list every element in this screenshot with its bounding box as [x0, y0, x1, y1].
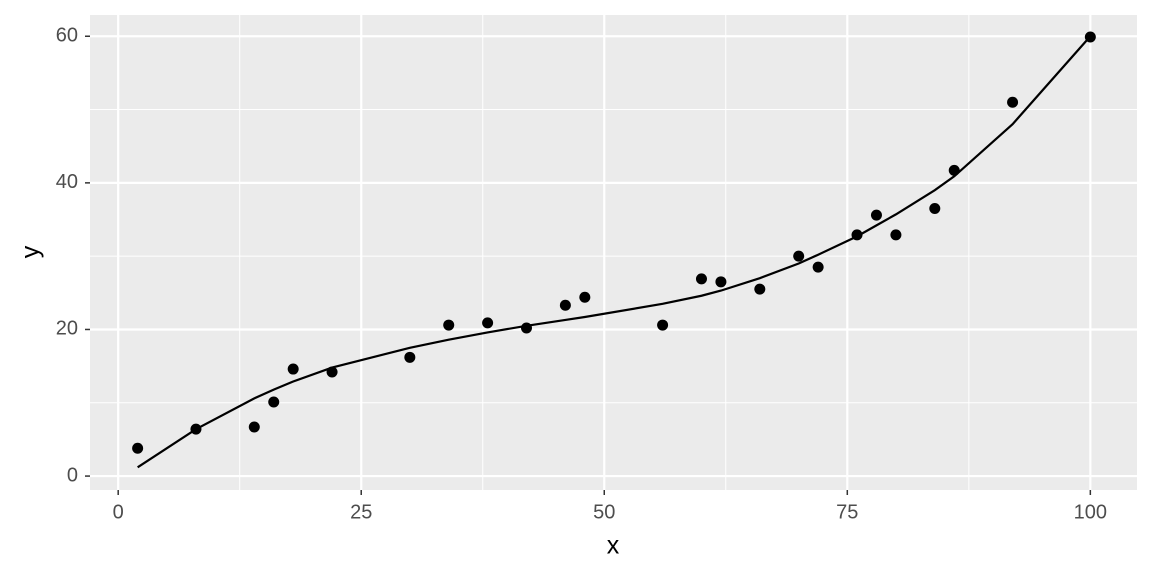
point [715, 276, 727, 288]
point [579, 291, 591, 303]
point [1007, 96, 1019, 108]
point [132, 442, 144, 454]
y-tick-label: 40 [56, 171, 78, 193]
point [287, 363, 299, 375]
y-tick-label: 20 [56, 318, 78, 340]
y-tick-label: 0 [67, 464, 78, 486]
y-tick-label: 60 [56, 25, 78, 47]
point [695, 273, 707, 285]
point [559, 299, 571, 311]
point [268, 396, 280, 408]
fit-line [137, 35, 1092, 469]
x-tick-label: 0 [113, 501, 124, 523]
point [793, 250, 805, 262]
point [248, 421, 260, 433]
point [890, 229, 902, 241]
x-tick-label: 25 [350, 501, 372, 523]
panel [90, 15, 1137, 490]
x-tick-label: 50 [593, 501, 615, 523]
x-tick-label: 75 [836, 501, 858, 523]
point [657, 319, 669, 331]
x-tick-label: 100 [1074, 501, 1107, 523]
x-axis-title: x [607, 532, 620, 560]
point [482, 317, 494, 329]
point [754, 283, 766, 295]
point [929, 203, 941, 215]
y-axis-title: y [17, 245, 45, 258]
point [443, 319, 455, 331]
point [870, 209, 882, 221]
point [404, 351, 416, 363]
point [812, 261, 824, 273]
